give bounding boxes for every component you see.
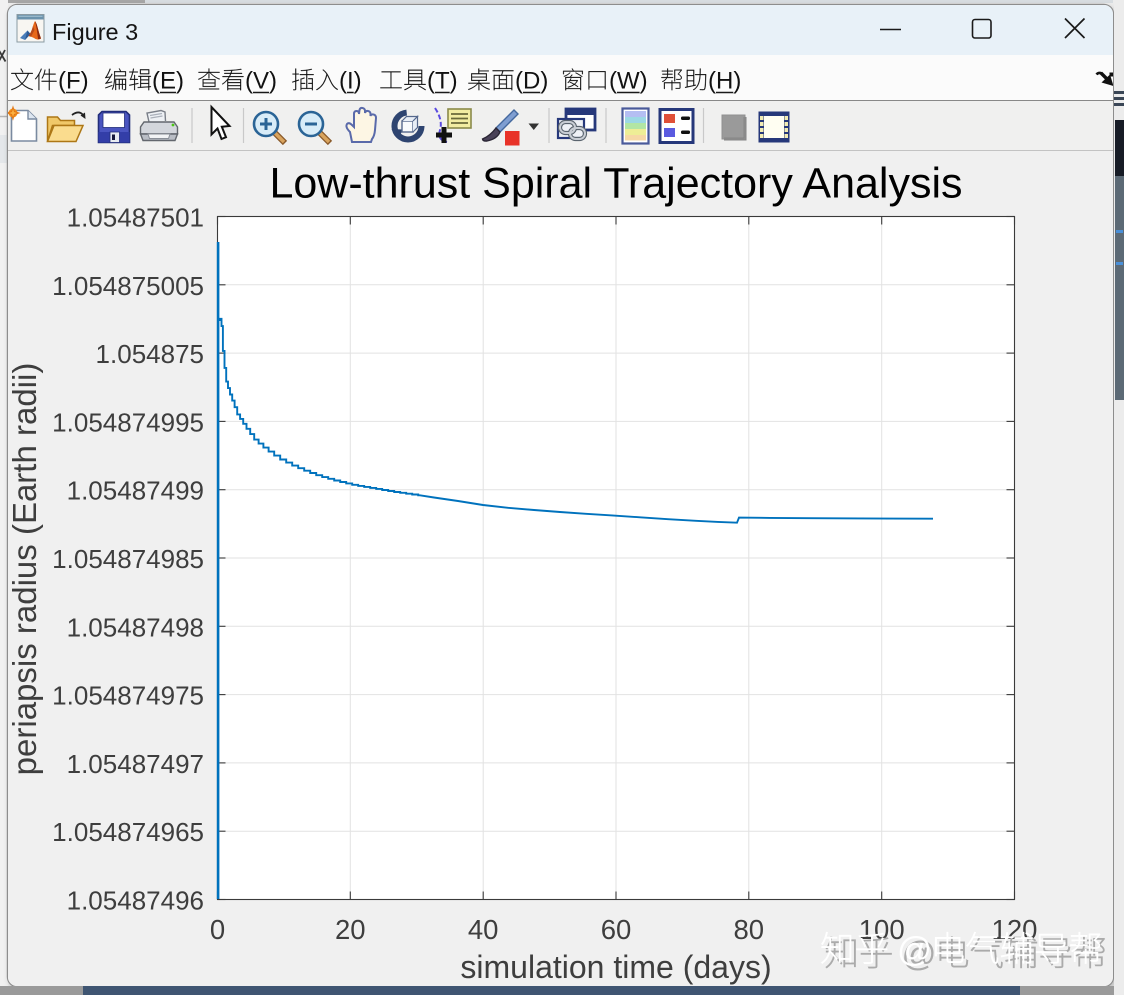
- svg-text:(D): (D): [515, 68, 548, 95]
- svg-text:@: @: [902, 936, 937, 974]
- svg-text:(T): (T): [427, 68, 458, 95]
- svg-text:1.05487497: 1.05487497: [67, 749, 204, 779]
- svg-text:Low-thrust Spiral Trajectory A: Low-thrust Spiral Trajectory Analysis: [269, 160, 962, 208]
- svg-text:1.054875005: 1.054875005: [52, 271, 204, 301]
- svg-text:(V): (V): [245, 68, 277, 95]
- svg-text:1.05487498: 1.05487498: [67, 612, 204, 642]
- svg-text:simulation time (days): simulation time (days): [460, 949, 771, 985]
- svg-text:(I): (I): [339, 68, 362, 95]
- svg-text:@: @: [897, 931, 932, 969]
- svg-text:60: 60: [601, 914, 632, 945]
- svg-text:(F): (F): [58, 68, 89, 95]
- svg-text:20: 20: [335, 914, 366, 945]
- svg-text:(W): (W): [609, 68, 648, 95]
- svg-text:(E): (E): [152, 68, 184, 95]
- svg-text:1.054874975: 1.054874975: [52, 681, 204, 711]
- svg-text:1.05487499: 1.05487499: [67, 476, 204, 506]
- svg-text:1.05487501: 1.05487501: [67, 203, 204, 233]
- svg-text:0: 0: [210, 914, 225, 945]
- svg-text:1.054874995: 1.054874995: [52, 407, 204, 437]
- svg-text:80: 80: [734, 914, 765, 945]
- svg-text:1.05487496: 1.05487496: [67, 886, 204, 916]
- svg-text:periapsis radius (Earth radii): periapsis radius (Earth radii): [6, 363, 43, 776]
- svg-text:1.054874965: 1.054874965: [52, 817, 204, 847]
- svg-text:(H): (H): [708, 68, 741, 95]
- svg-text:40: 40: [468, 914, 499, 945]
- svg-text:120: 120: [992, 914, 1038, 945]
- svg-text:1.054874985: 1.054874985: [52, 544, 204, 574]
- svg-text:1.054875: 1.054875: [96, 339, 204, 369]
